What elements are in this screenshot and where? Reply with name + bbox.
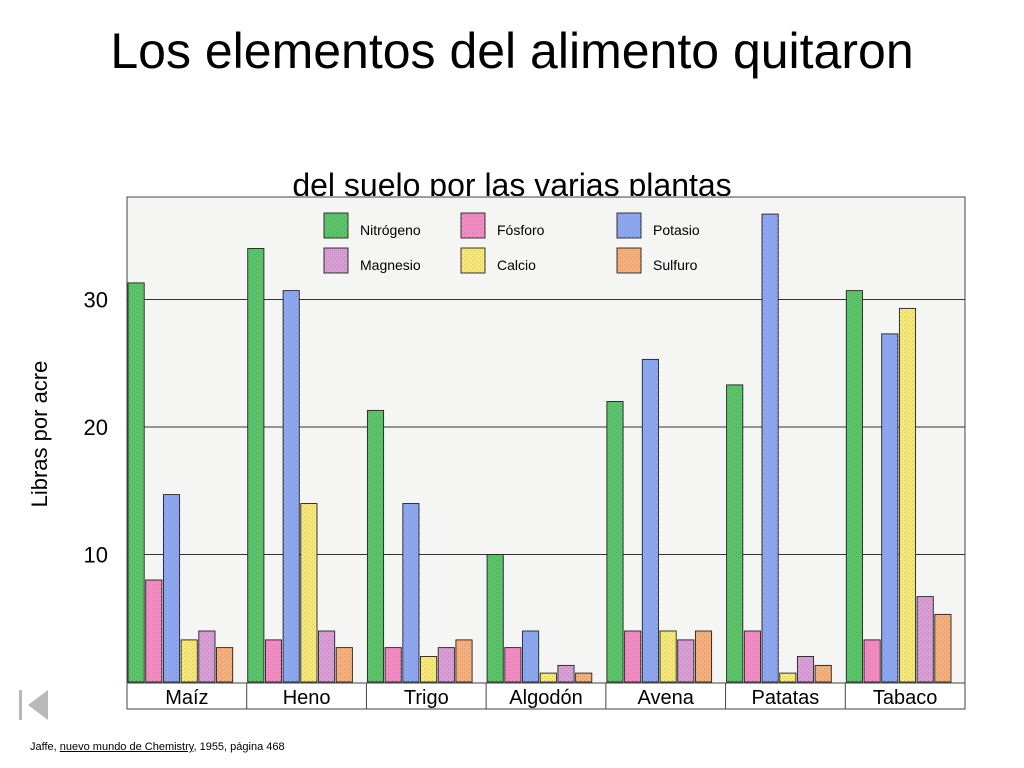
bar-algodon-sulfuro xyxy=(575,672,593,683)
plot-area xyxy=(126,196,966,684)
bar-heno-sulfuro xyxy=(335,647,353,683)
bar-tabaco-nitrogeno xyxy=(845,290,863,683)
y-tick-labels: 10 20 30 xyxy=(84,288,108,568)
legend-label-fosforo: Fósforo xyxy=(497,222,545,238)
bar-tabaco-fosforo xyxy=(863,639,881,683)
bar-heno-magnesio xyxy=(318,630,336,683)
category-label-trigo: Trigo xyxy=(404,687,449,709)
bar-patatas-magnesio xyxy=(796,656,815,683)
legend-swatch-nitrogeno xyxy=(323,212,349,239)
bar-maiz-nitrogeno xyxy=(127,282,145,683)
bar-algodon-magnesio xyxy=(557,664,575,683)
bar-avena-magnesio xyxy=(677,639,695,683)
bar-trigo-fosforo xyxy=(384,647,402,683)
legend-label-potasio: Potasio xyxy=(653,222,700,238)
legend-swatch-magnesio xyxy=(323,247,349,274)
legend: Nitrógeno Fósforo Potasio Magnesio Calcio Sul… xyxy=(323,212,700,274)
category-label-tabaco: Tabaco xyxy=(873,687,938,709)
bar-maiz-sulfuro xyxy=(216,647,234,683)
bar-avena-nitrogeno xyxy=(606,401,624,683)
bar-algodon-nitrogeno xyxy=(486,554,504,683)
bar-patatas-calcio xyxy=(779,672,797,683)
bar-tabaco-magnesio xyxy=(916,596,934,683)
skip-to-start-icon xyxy=(19,690,48,720)
legend-swatch-calcio xyxy=(460,247,486,274)
bar-avena-calcio xyxy=(659,630,677,683)
source-citation: Jaffe, nuevo mundo de Chemistry, 1955, p… xyxy=(30,741,285,753)
slide-subtitle: del suelo por las varias plantas xyxy=(292,167,732,196)
legend-label-sulfuro: Sulfuro xyxy=(653,257,698,273)
bar-maiz-calcio xyxy=(180,639,198,683)
citation-author: Jaffe, xyxy=(30,741,60,753)
bar-maiz-fosforo xyxy=(145,579,163,683)
category-label-heno: Heno xyxy=(283,687,331,709)
legend-swatch-sulfuro xyxy=(616,247,642,274)
legend-label-calcio: Calcio xyxy=(497,257,536,273)
bar-tabaco-potasio xyxy=(881,333,899,683)
bars-group xyxy=(127,213,952,683)
bar-trigo-magnesio xyxy=(437,647,455,683)
category-label-algodon: Algodón xyxy=(509,687,582,709)
category-band: Maíz Heno Trigo Algodón Avena Patatas Tabaco xyxy=(126,682,966,710)
bar-algodon-potasio xyxy=(522,630,540,683)
bar-patatas-sulfuro xyxy=(814,664,832,683)
legend-label-magnesio: Magnesio xyxy=(360,257,421,273)
citation-details: , 1955, página 468 xyxy=(193,741,285,753)
y-axis-label: Libras por acre xyxy=(27,361,52,508)
bar-tabaco-sulfuro xyxy=(934,613,952,683)
bar-heno-nitrogeno xyxy=(247,248,265,683)
bar-maiz-magnesio xyxy=(198,630,216,683)
bar-algodon-fosforo xyxy=(504,647,522,683)
y-tick-label: 30 xyxy=(84,288,108,313)
bar-algodon-calcio xyxy=(539,672,557,683)
bar-heno-fosforo xyxy=(264,639,283,683)
bar-maiz-potasio xyxy=(162,494,181,683)
first-slide-button[interactable] xyxy=(18,689,52,721)
category-label-avena: Avena xyxy=(638,687,695,709)
legend-swatch-potasio xyxy=(616,212,642,239)
bar-trigo-nitrogeno xyxy=(366,409,385,683)
legend-swatch-fosforo xyxy=(460,212,486,239)
bar-patatas-fosforo xyxy=(743,630,761,683)
category-label-patatas: Patatas xyxy=(751,687,819,709)
y-tick-label: 20 xyxy=(84,415,108,440)
bar-heno-potasio xyxy=(282,290,300,683)
bar-tabaco-calcio xyxy=(898,307,917,683)
y-tick-label: 10 xyxy=(84,543,108,568)
bar-heno-calcio xyxy=(300,503,318,683)
bar-patatas-potasio xyxy=(761,213,779,683)
legend-label-nitrogeno: Nitrógeno xyxy=(360,222,421,238)
bar-patatas-nitrogeno xyxy=(726,384,744,683)
category-band-box xyxy=(126,682,966,710)
gridlines xyxy=(127,299,965,555)
slide-title: Los elementos del alimento quitaron xyxy=(110,23,914,79)
bar-avena-fosforo xyxy=(624,630,642,683)
bar-trigo-calcio xyxy=(420,656,438,683)
bar-avena-sulfuro xyxy=(694,630,713,683)
bar-avena-potasio xyxy=(641,358,659,683)
bar-trigo-sulfuro xyxy=(455,639,473,683)
citation-book-link[interactable]: nuevo mundo de Chemistry xyxy=(59,741,194,753)
category-label-maiz: Maíz xyxy=(165,687,208,709)
bar-trigo-potasio xyxy=(402,503,420,683)
